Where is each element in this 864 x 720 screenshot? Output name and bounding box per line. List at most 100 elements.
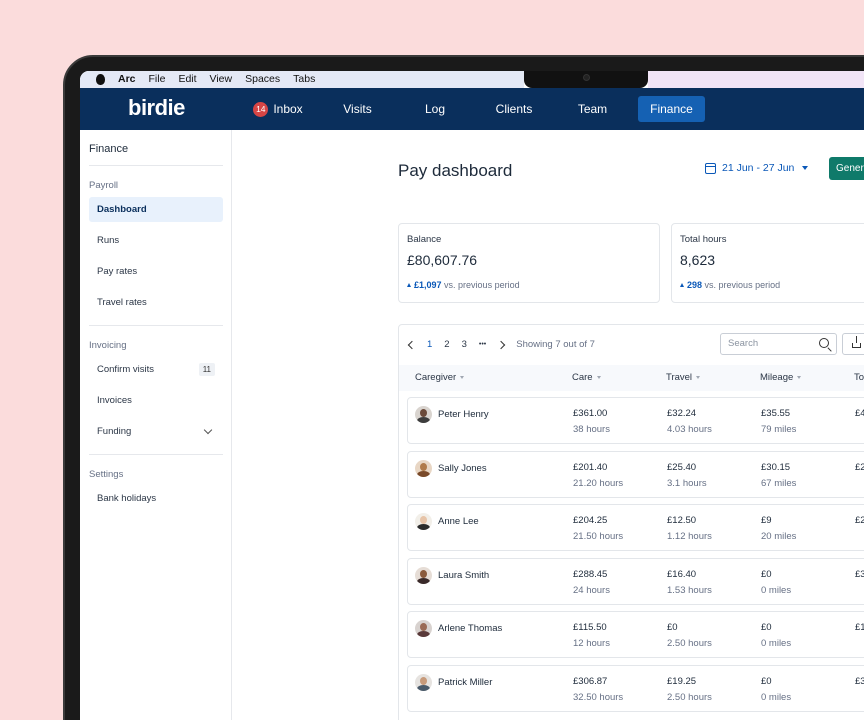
table-row[interactable]: Anne Lee £204.25 21.50 hours £12.50 1.12 hou… [407, 504, 864, 551]
menubar-file[interactable]: File [148, 73, 166, 85]
table-row[interactable]: Peter Henry £361.00 38 hours £32.24 4.03 hou… [407, 397, 864, 444]
caregiver-name[interactable]: Peter Henry [438, 409, 489, 420]
page-3[interactable]: 3 [461, 339, 467, 350]
travel-amount: £0 [667, 622, 678, 633]
care-hours: 21.50 hours [573, 531, 624, 542]
sidebar-item-dashboard[interactable]: Dashboard [89, 197, 223, 222]
card-value: 8,623 [680, 252, 716, 268]
table-row[interactable]: Laura Smith £288.45 24 hours £16.40 1.53 hou… [407, 557, 864, 605]
caret-down-icon [802, 166, 809, 170]
os-menubar: Arc File Edit View Spaces Tabs [80, 71, 864, 88]
column-care[interactable]: Care [572, 372, 601, 383]
sidebar-item-funding[interactable]: Funding [89, 419, 223, 444]
birdie-logo[interactable]: birdie [128, 95, 185, 120]
generate-button[interactable]: Gener [829, 157, 864, 180]
table-row[interactable]: Sally Jones £201.40 21.20 hours £25.40 3.1 h… [407, 450, 864, 498]
page-1[interactable]: 1 [427, 339, 433, 350]
menubar-edit[interactable]: Edit [178, 73, 197, 85]
card-label: Total hours [680, 234, 727, 245]
mileage-miles: 0 miles [761, 691, 792, 703]
divider [89, 325, 223, 326]
search-input[interactable]: Search [720, 333, 837, 355]
menubar-spaces[interactable]: Spaces [245, 73, 281, 85]
search-placeholder: Search [728, 338, 759, 349]
total-amount: £3 [855, 675, 864, 687]
sidebar-item-runs[interactable]: Runs [97, 235, 120, 246]
table-row[interactable]: Patrick Miller £306.87 32.50 hours £19.25 2.… [407, 664, 864, 712]
care-amount: £306.87 [573, 675, 608, 687]
total-amount: £1 [855, 622, 864, 633]
sidebar-item-bank-holidays[interactable]: Bank holidays [97, 493, 157, 504]
balance-card: Balance £80,607.76 £1,097 vs. previous p… [398, 223, 660, 303]
trend-up-icon [407, 283, 411, 287]
travel-hours: 2.50 hours [667, 638, 712, 649]
date-range-picker[interactable]: 21 Jun - 27 Jun [705, 162, 809, 174]
sidebar-item-invoices[interactable]: Invoices [97, 395, 132, 406]
travel-hours: 1.12 hours [667, 531, 712, 542]
column-mileage[interactable]: Mileage [760, 372, 802, 383]
column-total[interactable]: To [854, 372, 864, 383]
caregiver-name[interactable]: Laura Smith [438, 569, 490, 581]
caregiver-name[interactable]: Anne Lee [438, 516, 479, 527]
pay-table: 1 2 3 ••• Showing 7 out of 7 Search Care… [398, 324, 864, 720]
travel-amount: £32.24 [667, 408, 697, 419]
nav-log[interactable]: Log [424, 102, 446, 116]
card-compare-label: vs. previous period [444, 280, 520, 290]
travel-amount: £25.40 [667, 461, 697, 473]
page-2[interactable]: 2 [444, 339, 450, 350]
nav-team[interactable]: Team [577, 102, 608, 116]
travel-amount: £19.25 [667, 675, 697, 687]
mileage-miles: 79 miles [761, 424, 797, 435]
more-pages-icon[interactable]: ••• [478, 341, 487, 348]
sidebar-item-label: Confirm visits [97, 364, 155, 375]
chevron-right-icon[interactable] [497, 340, 506, 349]
mileage-miles: 0 miles [761, 584, 792, 596]
sidebar-title: Finance [89, 143, 129, 155]
column-travel[interactable]: Travel [666, 372, 701, 383]
divider [89, 165, 223, 166]
card-delta: 298 [687, 280, 703, 290]
sidebar-heading-invoicing: Invoicing [89, 340, 127, 351]
sidebar-item-pay-rates[interactable]: Pay rates [97, 266, 138, 277]
care-hours: 12 hours [573, 638, 610, 649]
nav-visits[interactable]: Visits [343, 102, 372, 116]
caregiver-name[interactable]: Patrick Miller [438, 676, 493, 688]
page-title: Pay dashboard [398, 161, 513, 180]
sidebar-heading-payroll: Payroll [89, 180, 119, 191]
mileage-amount: £30.15 [761, 461, 791, 473]
care-hours: 24 hours [573, 584, 610, 596]
menubar-view[interactable]: View [209, 73, 233, 85]
search-icon[interactable] [819, 338, 829, 348]
card-delta: £1,097 [414, 280, 442, 290]
sidebar-item-label: Funding [97, 426, 132, 437]
caregiver-name[interactable]: Sally Jones [438, 462, 487, 474]
column-caregiver[interactable]: Caregiver [415, 372, 465, 383]
nav-finance[interactable]: Finance [638, 96, 705, 122]
sidebar-item-confirm-visits[interactable]: Confirm visits 11 [89, 357, 223, 382]
download-button[interactable] [842, 333, 864, 355]
menubar-app-name[interactable]: Arc [118, 73, 136, 85]
travel-hours: 1.53 hours [667, 584, 712, 596]
avatar [415, 566, 432, 584]
apple-icon[interactable] [96, 74, 105, 85]
nav-inbox[interactable]: 14 Inbox [248, 96, 308, 122]
showing-count: Showing 7 out of 7 [516, 339, 595, 350]
divider [89, 454, 223, 455]
sidebar-item-travel-rates[interactable]: Travel rates [97, 297, 147, 308]
confirm-visits-count-badge: 11 [198, 363, 215, 376]
care-hours: 38 hours [573, 424, 610, 435]
table-row[interactable]: Arlene Thomas £115.50 12 hours £0 2.50 hours… [407, 611, 864, 658]
caregiver-name[interactable]: Arlene Thomas [438, 623, 503, 634]
calendar-icon [705, 162, 716, 174]
chevron-left-icon[interactable] [407, 340, 417, 349]
menubar-tabs[interactable]: Tabs [293, 73, 316, 85]
table-header: Caregiver Care Travel Mileage To [399, 365, 864, 391]
total-hours-card: Total hours 8,623 298 vs. previous perio… [671, 223, 864, 303]
mileage-miles: 20 miles [761, 531, 797, 542]
care-amount: £201.40 [573, 461, 608, 473]
care-amount: £288.45 [573, 568, 608, 580]
travel-hours: 3.1 hours [667, 477, 707, 489]
nav-clients[interactable]: Clients [495, 102, 533, 116]
trend-up-icon [680, 283, 684, 287]
care-amount: £204.25 [573, 515, 608, 526]
